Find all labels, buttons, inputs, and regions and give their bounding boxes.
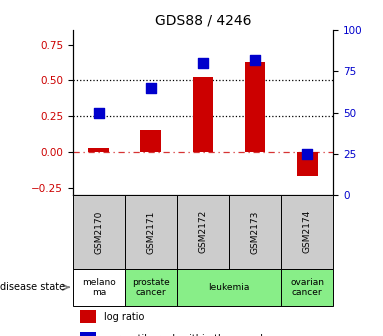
Text: GSM2172: GSM2172: [198, 210, 208, 253]
Text: GSM2174: GSM2174: [303, 210, 312, 253]
Bar: [80, 310, 96, 323]
Text: prostate
cancer: prostate cancer: [132, 278, 170, 297]
Text: GSM2171: GSM2171: [146, 210, 155, 254]
Bar: [229, 195, 281, 269]
Text: leukemia: leukemia: [208, 283, 250, 292]
Bar: [88, 148, 109, 152]
Bar: [281, 269, 333, 306]
Point: [304, 151, 310, 157]
Point: [252, 57, 258, 62]
Bar: [125, 269, 177, 306]
Point: [148, 85, 154, 91]
Bar: [73, 269, 125, 306]
Bar: [193, 78, 213, 152]
Text: percentile rank within the sample: percentile rank within the sample: [104, 334, 269, 336]
Text: disease state: disease state: [0, 282, 65, 292]
Text: GSM2170: GSM2170: [94, 210, 103, 254]
Bar: [125, 195, 177, 269]
Bar: [177, 269, 281, 306]
Bar: [80, 332, 96, 336]
Bar: [297, 152, 318, 176]
Text: GSM2173: GSM2173: [250, 210, 260, 254]
Text: ovarian
cancer: ovarian cancer: [290, 278, 324, 297]
Bar: [177, 195, 229, 269]
Bar: [73, 195, 125, 269]
Bar: [281, 195, 333, 269]
Point: [200, 60, 206, 66]
Point: [96, 110, 102, 115]
Text: melano
ma: melano ma: [82, 278, 116, 297]
Bar: [141, 130, 161, 152]
Bar: [245, 62, 265, 152]
Text: log ratio: log ratio: [104, 312, 144, 322]
Title: GDS88 / 4246: GDS88 / 4246: [155, 14, 251, 28]
